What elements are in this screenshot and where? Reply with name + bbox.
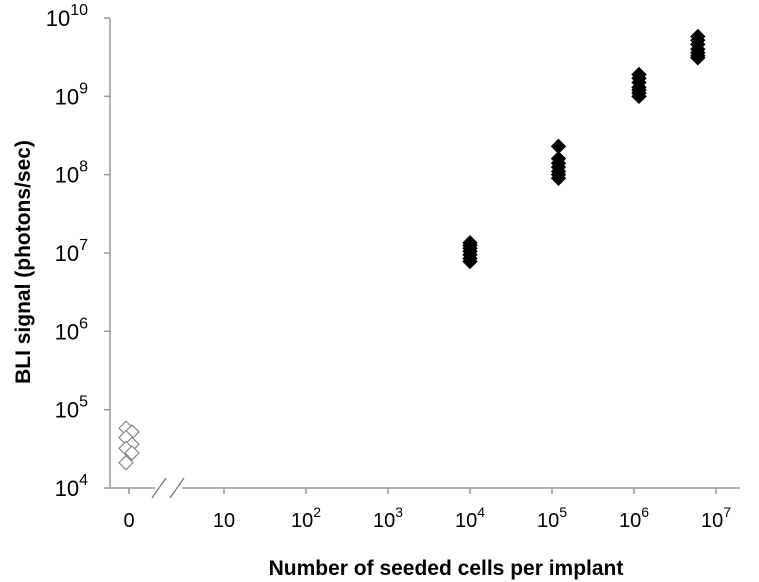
x-tick-exponent: 7	[723, 504, 731, 520]
data-point-filled-diamond	[550, 170, 567, 186]
data-point-filled-diamond	[631, 88, 647, 105]
y-tick-label: 106	[55, 315, 88, 344]
y-tick-base: 10	[55, 398, 79, 423]
data-point-open-diamond	[124, 445, 140, 461]
axis-break-mark	[169, 477, 185, 499]
y-tick-label: 109	[55, 80, 88, 109]
x-tick-label: 10	[213, 510, 235, 532]
x-tick-exponent: 2	[313, 504, 321, 520]
data-point-filled-diamond	[462, 253, 478, 270]
axis-break-mark	[151, 477, 167, 499]
y-tick-label: 108	[55, 159, 88, 188]
y-tick-exponent: 4	[79, 472, 88, 489]
x-tick-exponent: 6	[641, 504, 649, 520]
y-tick-base: 10	[55, 319, 79, 344]
y-tick-base: 10	[55, 241, 79, 266]
y-tick-label: 1010	[46, 2, 88, 31]
x-axis-title: Number of seeded cells per implant	[269, 557, 624, 580]
data-point-open-diamond	[118, 454, 134, 471]
x-tick-label: 107	[701, 504, 731, 532]
y-tick-exponent: 6	[79, 315, 88, 332]
y-tick-base: 10	[55, 476, 79, 501]
x-tick-base: 10	[701, 510, 723, 532]
x-tick-label: 103	[373, 504, 403, 532]
y-tick-label: 107	[55, 237, 88, 266]
y-tick-exponent: 5	[79, 394, 88, 411]
y-tick-base: 10	[55, 163, 79, 188]
x-tick-base: 10	[455, 510, 477, 532]
y-tick-label: 105	[55, 394, 88, 423]
x-tick-label: 104	[455, 504, 485, 532]
x-tick-exponent: 3	[395, 504, 403, 520]
y-axis-title: BLI signal (photons/sec)	[12, 140, 35, 384]
data-point-filled-diamond	[690, 50, 706, 66]
x-tick-label: 106	[619, 504, 649, 532]
y-tick-exponent: 7	[79, 237, 88, 254]
y-tick-base: 10	[46, 6, 70, 31]
y-tick-exponent: 8	[79, 159, 88, 176]
x-tick-base: 10	[373, 510, 395, 532]
y-tick-exponent: 10	[70, 2, 88, 19]
x-tick-base: 10	[619, 510, 641, 532]
x-tick-exponent: 4	[477, 504, 485, 520]
x-tick-base: 10	[291, 510, 313, 532]
data-points	[118, 28, 706, 471]
x-tick-label: 102	[291, 504, 321, 532]
y-tick-base: 10	[55, 84, 79, 109]
x-ticks: 0 10 102 103 104 105 106 107	[123, 488, 731, 532]
x-tick-base: 10	[537, 510, 559, 532]
x-tick-base: 0	[123, 510, 134, 532]
y-tick-label: 104	[55, 472, 88, 501]
x-tick-base: 10	[213, 510, 235, 532]
x-tick-label: 0	[123, 510, 134, 532]
x-tick-label: 105	[537, 504, 567, 532]
x-tick-exponent: 5	[559, 504, 567, 520]
y-tick-exponent: 9	[79, 80, 88, 97]
